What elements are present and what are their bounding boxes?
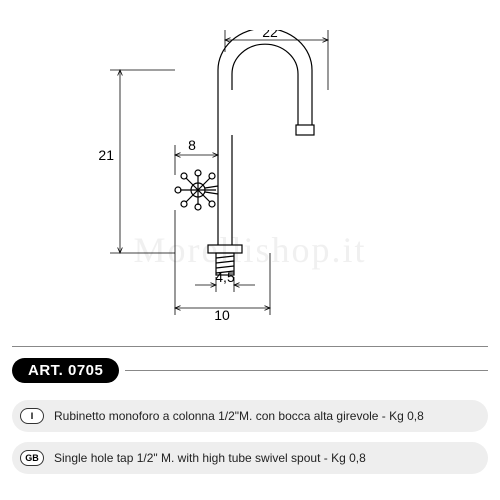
tap-drawing-svg: 22 21 8 4,5 10 (80, 30, 420, 320)
technical-diagram: 22 21 8 4,5 10 (80, 30, 420, 320)
dim-handle-width-label: 8 (188, 137, 196, 153)
description-row-english: GB Single hole tap 1/2" M. with high tub… (12, 442, 488, 474)
description-text-italian: Rubinetto monoforo a colonna 1/2"M. con … (54, 409, 424, 423)
dim-overall-height-label: 21 (98, 147, 114, 163)
dim-base-width-label: 10 (214, 307, 230, 320)
section-divider-mid (125, 370, 488, 371)
dim-spout-reach-label: 22 (262, 30, 278, 40)
section-divider-top (12, 346, 488, 347)
article-row: ART. 0705 (12, 356, 488, 384)
dim-overall-height (110, 70, 175, 253)
description-row-italian: I Rubinetto monoforo a colonna 1/2"M. co… (12, 400, 488, 432)
lang-badge-i: I (20, 408, 44, 424)
lang-badge-gb: GB (20, 450, 44, 466)
dim-stem-width-label: 4,5 (215, 269, 235, 285)
description-text-english: Single hole tap 1/2" M. with high tube s… (54, 451, 366, 465)
article-code-pill: ART. 0705 (12, 358, 119, 383)
